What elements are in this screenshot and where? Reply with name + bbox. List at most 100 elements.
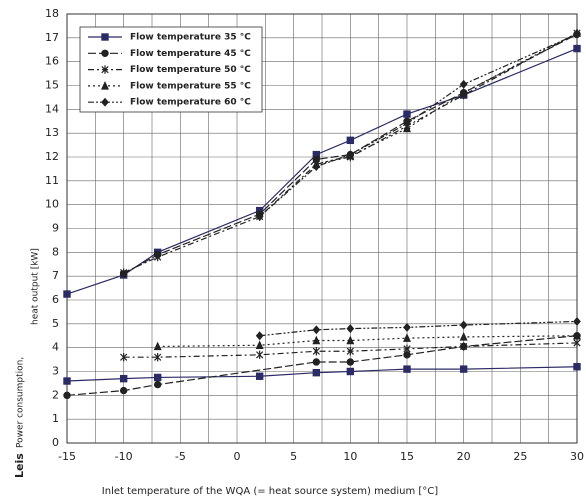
series-line (259, 33, 578, 218)
y-tick-label: 4 (52, 341, 59, 354)
y-tick-label: 17 (45, 31, 59, 44)
marker (346, 358, 355, 366)
series-line (66, 335, 578, 396)
marker (255, 340, 264, 349)
marker (459, 87, 468, 97)
marker (573, 330, 581, 340)
marker (346, 367, 355, 376)
y-tick-label: 16 (45, 55, 59, 68)
x-axis-label: Inlet temperature of the WQA (= heat sou… (102, 486, 438, 497)
marker (346, 136, 355, 145)
x-tick-label: 15 (400, 450, 414, 463)
marker (255, 331, 264, 341)
y-tick-label: 8 (52, 245, 59, 258)
marker (63, 377, 71, 385)
y-tick-label: 5 (52, 317, 59, 330)
marker (573, 44, 581, 53)
y-tick-label: 9 (52, 222, 59, 235)
marker (403, 110, 411, 118)
marker (403, 322, 411, 332)
marker (255, 212, 264, 222)
marker (119, 386, 128, 395)
marker (153, 373, 162, 382)
marker (119, 374, 128, 383)
series-line (123, 33, 578, 275)
x-tick-label: 30 (570, 450, 584, 463)
marker (459, 79, 468, 89)
marker (101, 65, 109, 74)
y-axis-label: heat output [kW] (31, 248, 41, 325)
marker (346, 150, 355, 160)
series-line (157, 335, 578, 348)
x-tick-label: 20 (457, 450, 471, 463)
marker (255, 372, 264, 380)
legend-label: Flow temperature 35 °C (130, 33, 251, 43)
marker (312, 347, 320, 356)
x-tick-label: -15 (58, 450, 76, 463)
y-tick-label: 12 (45, 150, 59, 163)
marker (312, 162, 321, 171)
marker (403, 119, 411, 129)
marker (346, 347, 354, 356)
marker (459, 365, 468, 373)
marker (153, 380, 162, 389)
marker (312, 335, 321, 345)
y-axis-label: Power consumption, (16, 357, 26, 448)
x-tick-label: -5 (175, 450, 186, 463)
y-axis-label-prefix: Leis (13, 453, 26, 478)
marker (573, 338, 581, 348)
y-tick-label: 18 (45, 7, 59, 20)
y-tick-label: 7 (52, 269, 59, 282)
marker (312, 325, 321, 335)
marker (460, 342, 468, 351)
series-line (123, 342, 578, 358)
marker (154, 252, 162, 262)
y-tick-label: 1 (52, 412, 59, 425)
y-tick-label: 13 (45, 126, 59, 139)
marker (573, 316, 581, 326)
marker (403, 365, 411, 373)
marker (573, 29, 581, 39)
legend-box (79, 26, 263, 113)
marker (459, 332, 468, 341)
marker (153, 341, 162, 351)
marker (573, 363, 581, 371)
marker (403, 123, 411, 133)
marker (101, 33, 109, 41)
marker (101, 49, 109, 57)
marker (256, 350, 264, 360)
marker (101, 81, 109, 90)
marker (346, 324, 355, 334)
legend-label: Flow temperature 45 °C (130, 49, 251, 59)
y-tick-label: 15 (45, 79, 59, 92)
marker (459, 320, 468, 330)
legend-label: Flow temperature 60 °C (130, 98, 251, 108)
marker (312, 368, 321, 377)
marker (120, 353, 128, 362)
marker (63, 391, 71, 400)
marker (403, 333, 411, 342)
marker (403, 344, 411, 354)
x-tick-label: 10 (343, 450, 357, 463)
marker (120, 268, 128, 277)
y-tick-label: 10 (45, 198, 59, 211)
legend-label: Flow temperature 55 °C (130, 81, 251, 91)
marker (154, 353, 162, 362)
marker (101, 97, 109, 107)
x-tick-label: 5 (290, 450, 297, 463)
series-line (316, 32, 578, 165)
y-tick-label: 3 (52, 365, 59, 378)
y-tick-label: 14 (45, 102, 59, 115)
y-tick-label: 2 (52, 388, 59, 401)
x-tick-label: 25 (513, 450, 527, 463)
x-tick-label: -10 (115, 450, 133, 463)
marker (312, 358, 321, 366)
marker (63, 290, 71, 298)
x-tick-label: 0 (234, 450, 241, 463)
marker (346, 335, 355, 345)
plot-frame (66, 13, 578, 444)
legend-label: Flow temperature 50 °C (130, 65, 251, 75)
y-tick-label: 0 (52, 436, 59, 449)
y-tick-label: 6 (52, 293, 59, 306)
